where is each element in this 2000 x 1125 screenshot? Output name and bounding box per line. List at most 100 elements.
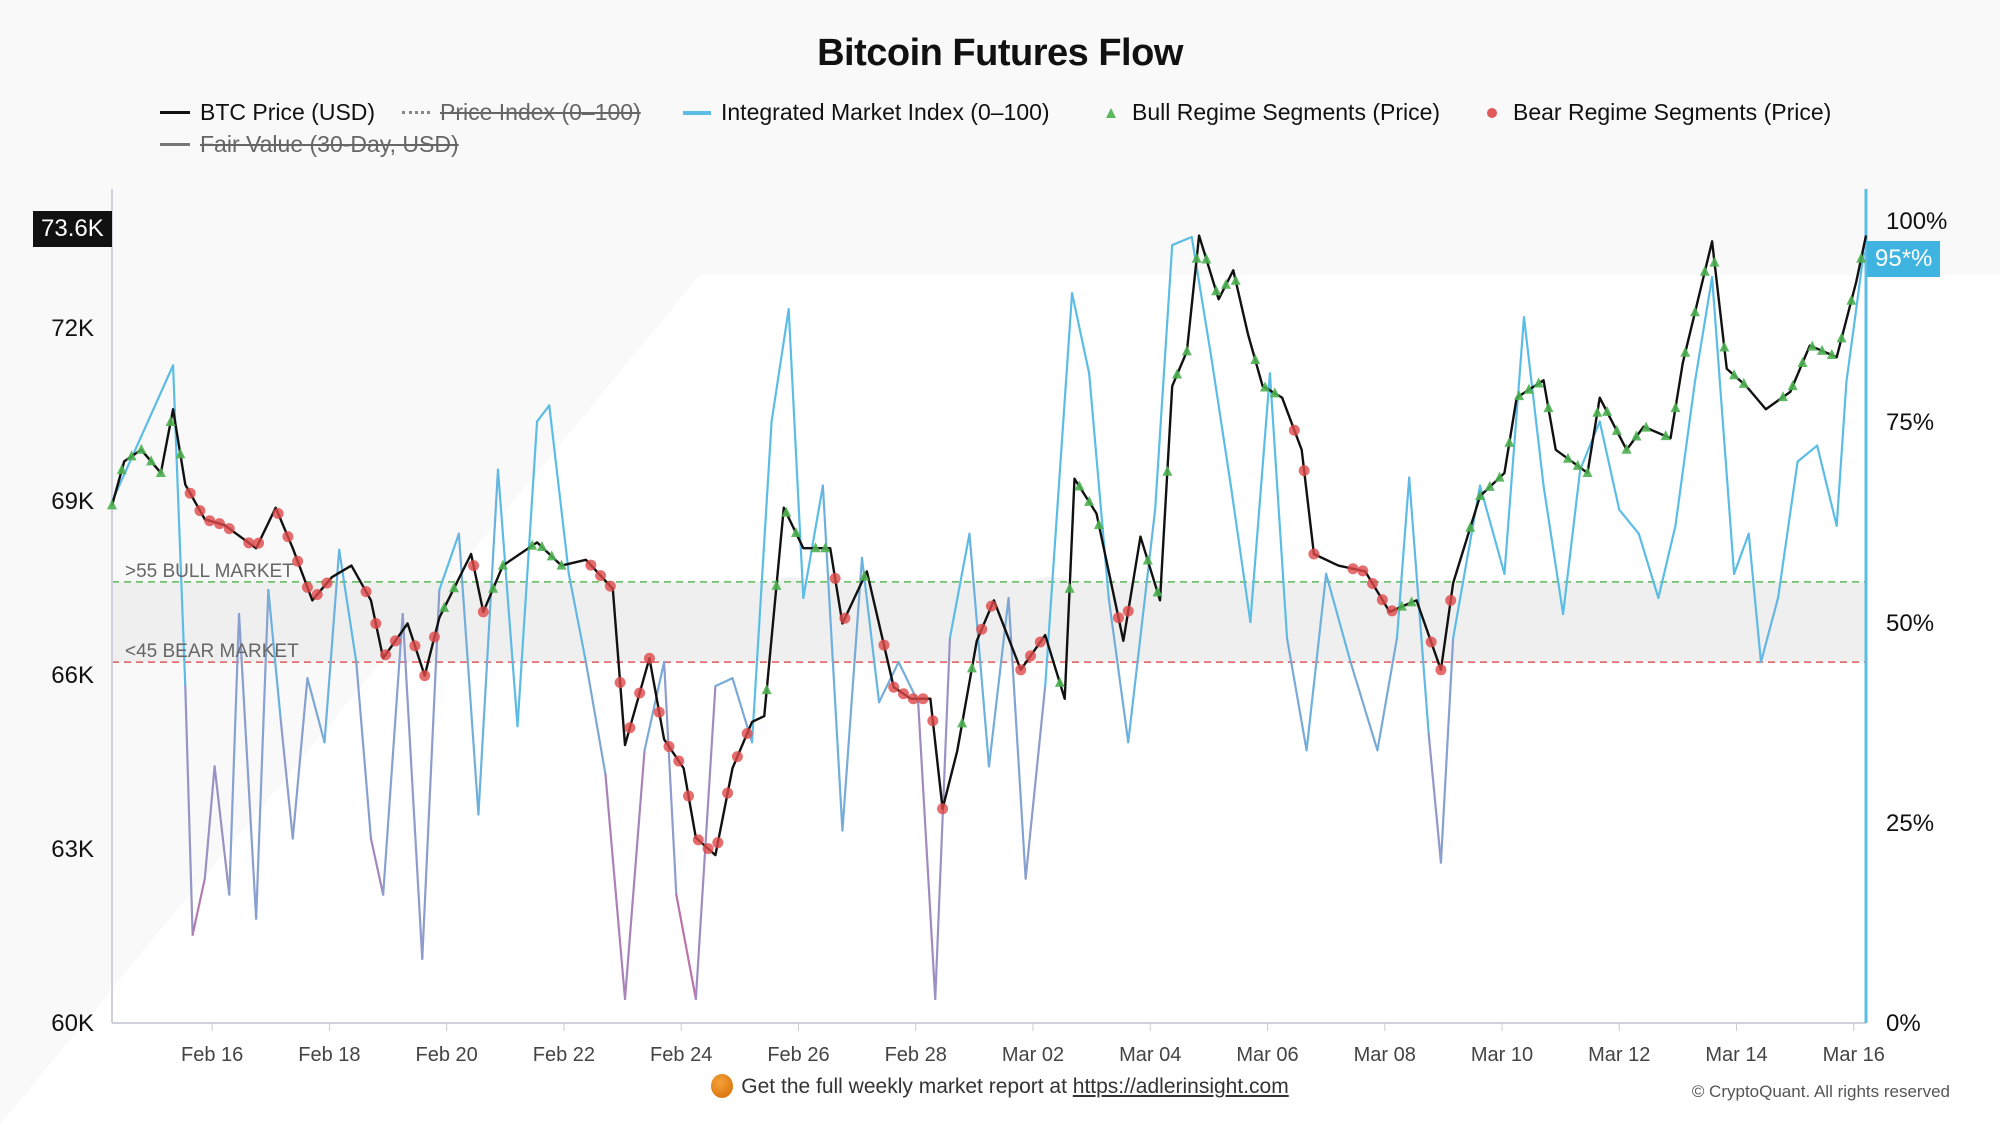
index-line-segment [1395, 476, 1411, 640]
index-line-segment [421, 588, 441, 960]
current-price-badge: 73.6K [33, 211, 112, 247]
bear-regime-marker [1015, 664, 1027, 676]
bear-regime-marker [1435, 664, 1447, 676]
bear-regime-marker [1298, 465, 1310, 477]
index-line-segment [369, 837, 385, 896]
bull-regime-marker [155, 466, 166, 477]
dotted-line-swatch-icon [402, 111, 430, 114]
index-line-segment [802, 484, 824, 600]
bear-regime-marker [585, 559, 597, 571]
index-line-segment [401, 612, 424, 960]
legend-label: Price Index (0–100) [440, 99, 641, 125]
legend-bear-regime[interactable]: Bear Regime Segments (Price) [1487, 99, 1831, 126]
bear-regime-marker [1347, 563, 1359, 575]
index-line-segment [255, 588, 270, 920]
index-line-segment [1154, 243, 1174, 511]
index-line-segment [694, 685, 717, 1001]
bear-regime-marker [985, 600, 997, 612]
bull-regime-marker [1084, 495, 1095, 506]
orange-coin-icon [711, 1074, 734, 1098]
index-line-segment [987, 596, 1010, 768]
legend-price-index[interactable]: Price Index (0–100) [402, 99, 641, 126]
bull-regime-marker [146, 455, 157, 466]
bull-regime-marker [1817, 344, 1828, 355]
index-line-segment [1285, 636, 1308, 752]
bull-regime-marker [1269, 387, 1280, 398]
bear-regime-marker [634, 687, 646, 699]
index-line-segment [1107, 596, 1130, 744]
index-line-segment [382, 612, 404, 896]
line-swatch-icon [683, 110, 711, 115]
x-axis-tick: Feb 22 [532, 1044, 596, 1066]
index-line-segment [1693, 276, 1714, 383]
index-line-segment [1305, 572, 1328, 752]
bear-regime-marker [683, 790, 695, 802]
bull-regime-marker [1621, 443, 1632, 454]
legend-integrated-index[interactable]: Integrated Market Index (0–100) [683, 99, 1050, 126]
index-line-segment [584, 660, 607, 776]
bear-regime-marker [888, 681, 900, 693]
bull-regime-marker [546, 550, 557, 561]
index-line-segment [821, 484, 844, 832]
bear-regime-marker [389, 635, 401, 647]
index-line-segment [323, 548, 341, 744]
bear-regime-marker [282, 531, 294, 543]
bear-regime-marker [976, 623, 988, 635]
index-line-segment [535, 404, 551, 423]
index-line-segment [1657, 524, 1677, 600]
legend-btc-price[interactable]: BTC Price (USD) [160, 99, 375, 126]
x-axis-tick: Mar 06 [1236, 1044, 1299, 1066]
index-line-segment [714, 677, 734, 688]
index-line-segment [1503, 316, 1526, 575]
index-line-segment [516, 420, 539, 728]
index-line-segment [787, 308, 805, 600]
legend-bull-regime[interactable]: Bull Regime Segments (Price) [1106, 99, 1440, 126]
bear-regime-marker [1425, 636, 1437, 648]
bear-regime-marker [643, 652, 655, 664]
x-axis-tick: Mar 08 [1353, 1044, 1416, 1066]
index-line-segment [548, 404, 570, 575]
y-right-tick: 25% [1886, 810, 1935, 837]
bear-regime-marker [1025, 650, 1037, 662]
bear-regime-marker [253, 537, 265, 549]
index-line-segment [643, 660, 666, 752]
bull-regime-marker [1181, 345, 1192, 356]
current-index-badge: 95*% [1867, 241, 1941, 277]
y-left-tick: 60K [51, 1010, 94, 1037]
chart-title: Bitcoin Futures Flow [817, 32, 1183, 74]
bear-regime-marker [614, 677, 626, 689]
index-line-segment [1268, 372, 1289, 640]
bear-regime-marker [360, 586, 372, 598]
index-line-segment [267, 588, 282, 720]
index-line-segment [1210, 356, 1232, 487]
bull-regime-marker [859, 570, 870, 581]
index-line-segment [1229, 484, 1252, 624]
x-axis-tick: Mar 10 [1470, 1044, 1534, 1066]
y-right-tick: 50% [1886, 610, 1935, 637]
bull-regime-marker [165, 415, 176, 426]
bear-regime-marker [907, 693, 919, 705]
bear-regime-marker [243, 537, 255, 549]
bull-regime-marker [1777, 391, 1788, 402]
bull-regime-marker [1494, 471, 1505, 482]
report-link[interactable]: https://adlerinsight.com [1072, 1075, 1289, 1098]
bull-regime-marker [556, 559, 567, 570]
index-line-segment [948, 532, 971, 640]
bull-regime-marker [810, 542, 821, 553]
bear-regime-marker [1034, 636, 1046, 648]
legend-label: BTC Price (USD) [200, 99, 376, 125]
index-line-segment [1088, 372, 1110, 600]
bull-regime-marker [1465, 521, 1476, 532]
bull-regime-marker [175, 448, 186, 459]
index-line-segment [1710, 276, 1736, 575]
bull-regime-marker [1562, 452, 1573, 463]
index-line-segment [1024, 685, 1047, 880]
bull-regime-marker [1602, 405, 1613, 416]
bull-regime-marker [1230, 274, 1241, 285]
index-line-segment [1522, 316, 1545, 487]
index-line-segment [1835, 380, 1848, 527]
bear-regime-marker [1445, 594, 1457, 606]
legend-fair-value[interactable]: Fair Value (30-Day, USD) [160, 131, 459, 158]
bull-threshold-label: >55 BULL MARKET [125, 561, 294, 582]
index-line-segment [1637, 532, 1660, 600]
